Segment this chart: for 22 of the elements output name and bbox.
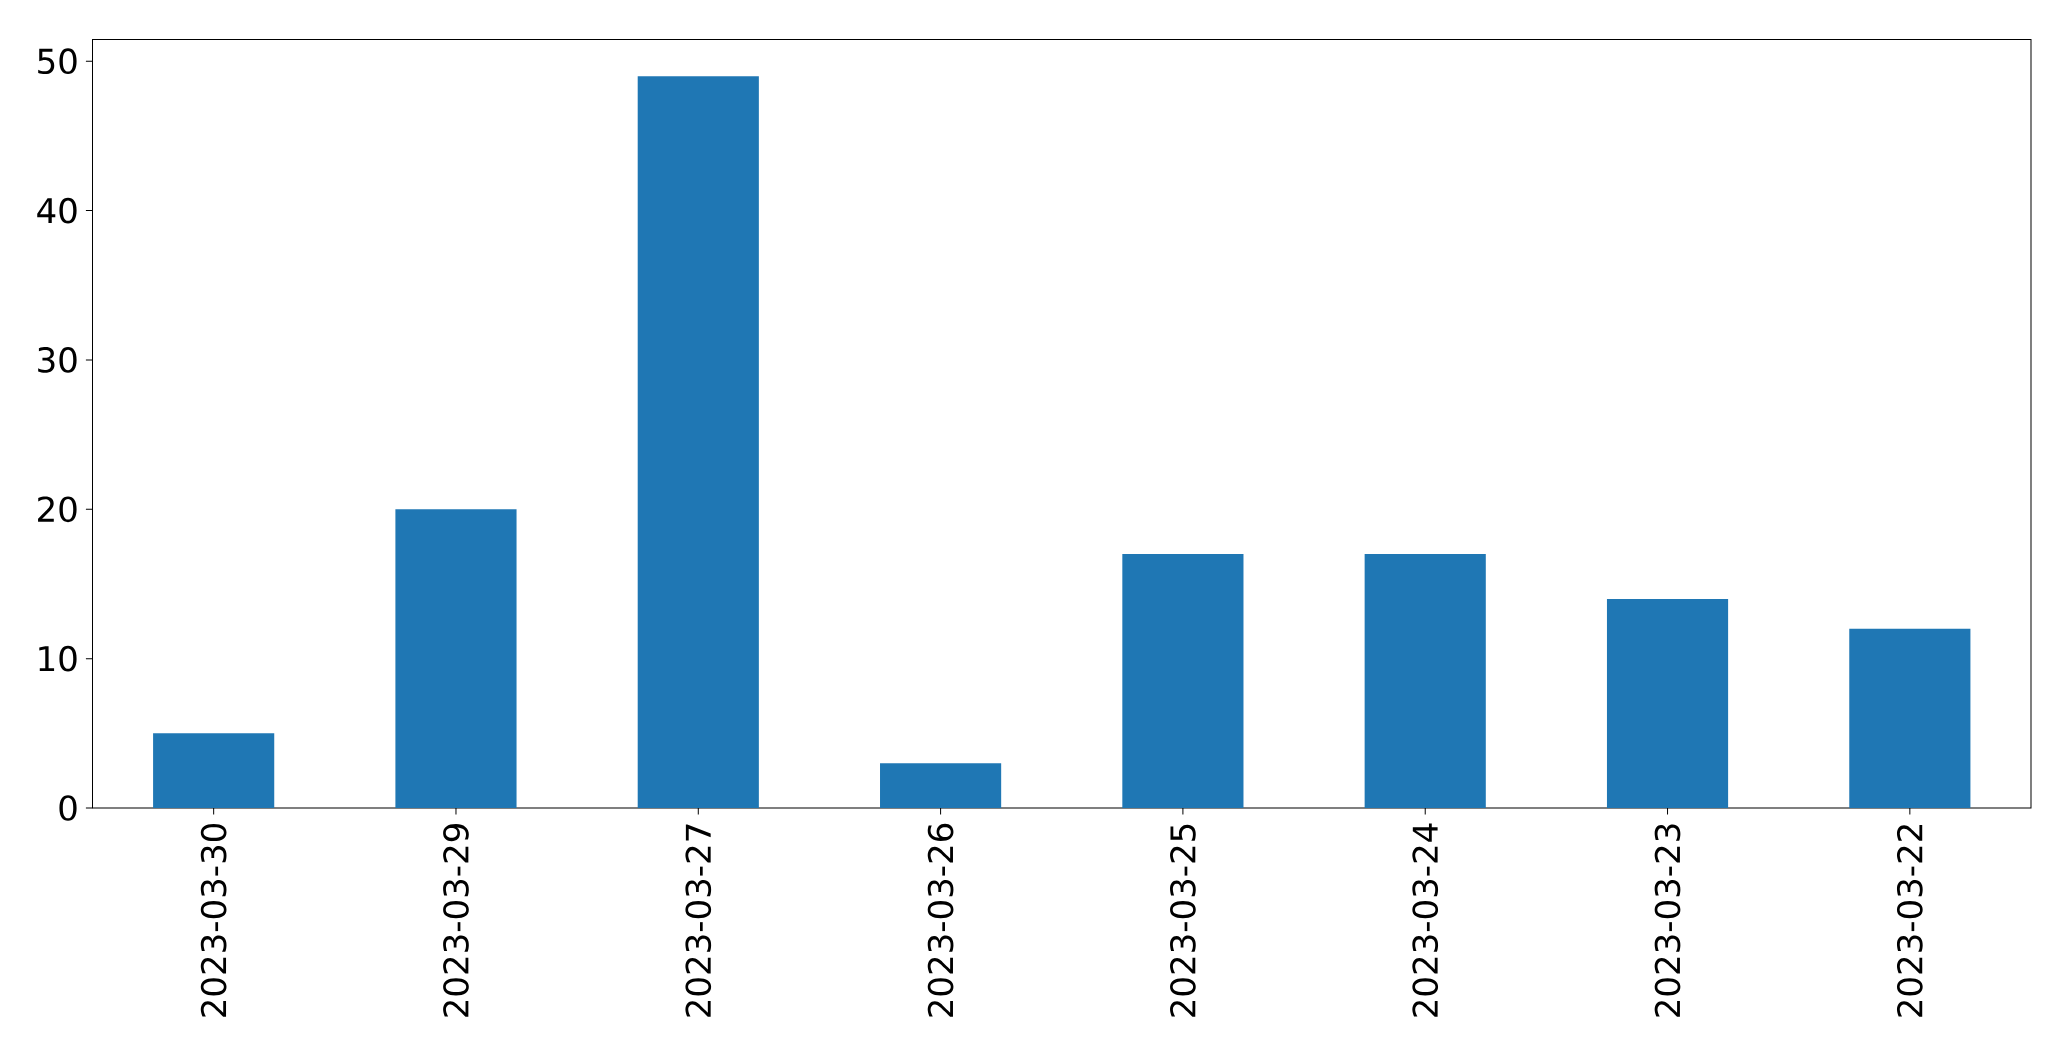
- bar: [637, 76, 759, 808]
- bar: [880, 763, 1002, 808]
- bar: [1122, 554, 1244, 808]
- y-tick-label: 0: [59, 795, 77, 821]
- x-tick-label: 2023-03-30: [200, 823, 227, 1017]
- bar: [395, 509, 517, 808]
- bar: [1606, 598, 1729, 808]
- y-tick-label: 20: [38, 496, 77, 523]
- y-tick-label: 40: [37, 197, 77, 224]
- y-tick-label: 50: [38, 48, 77, 75]
- bar: [153, 733, 275, 808]
- x-tick-label: 2023-03-26: [927, 823, 954, 1017]
- x-tick-label: 2023-03-22: [1896, 825, 1923, 1017]
- bar: [1364, 554, 1486, 808]
- bar: [1849, 628, 1971, 808]
- x-tick-label: 2023-03-23: [1654, 824, 1681, 1017]
- x-tick-label: 2023-03-27: [685, 824, 712, 1017]
- x-tick-label: 2023-03-24: [1412, 823, 1439, 1017]
- y-tick-label: 10: [39, 645, 77, 672]
- x-tick-label: 2023-03-29: [443, 824, 469, 1017]
- x-tick-label: 2023-03-25: [1170, 824, 1196, 1017]
- y-tick-label: 30: [38, 347, 77, 373]
